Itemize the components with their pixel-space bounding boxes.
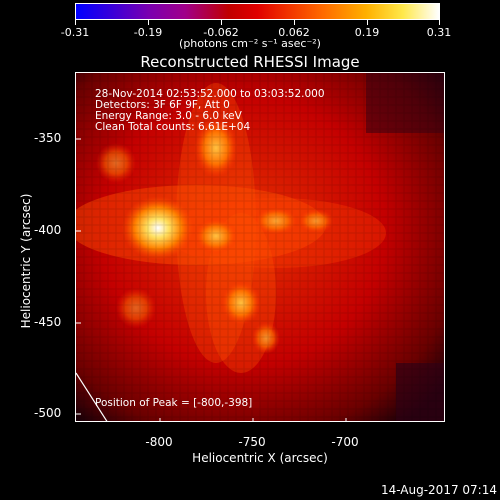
colorbar-tick-label: 0.19	[354, 26, 380, 39]
colorbar-tick-label: 0.31	[426, 26, 452, 39]
colorbar-tick	[294, 20, 295, 25]
colorbar-tick	[367, 20, 368, 25]
solar-image-plot: 28-Nov-2014 02:53:52.000 to 03:03:52.000…	[75, 72, 445, 422]
colorbar-tick-label: -0.062	[203, 26, 239, 39]
colorbar	[75, 3, 440, 20]
energy-range-text: Energy Range: 3.0 - 6.0 keV	[95, 110, 242, 122]
image-title: Reconstructed RHESSI Image	[140, 53, 360, 71]
colorbar-tick	[221, 20, 222, 25]
time-range-text: 28-Nov-2014 02:53:52.000 to 03:03:52.000	[95, 88, 325, 100]
y-tick-label: -500	[34, 406, 62, 420]
colorbar-tick	[148, 20, 149, 25]
y-tick-label: -400	[34, 223, 62, 237]
colorbar-tick-label: -0.31	[60, 26, 90, 39]
peak-position-text: Position of Peak = [-800,-398]	[95, 397, 253, 409]
y-tick-label: -450	[34, 315, 62, 329]
x-tick-label: -800	[145, 435, 173, 449]
x-tick-label: -700	[331, 435, 359, 449]
x-tick-label: -750	[238, 435, 266, 449]
colorbar-tick	[439, 20, 440, 25]
timestamp: 14-Aug-2017 07:14	[380, 483, 497, 497]
limb-line	[76, 372, 108, 421]
y-tick-label: -350	[34, 131, 62, 145]
colorbar-tick-label: 0.062	[278, 26, 310, 39]
colorbar-tick-label: -0.19	[133, 26, 163, 39]
colorbar-units: (photons cm⁻² s⁻¹ asec⁻²)	[179, 37, 321, 50]
clean-counts-text: Clean Total counts: 6.61E+04	[95, 121, 251, 133]
colorbar-tick	[75, 20, 76, 25]
x-axis-title: Heliocentric X (arcsec)	[192, 451, 328, 465]
y-axis-title: Heliocentric Y (arcsec)	[19, 193, 33, 329]
solar-image	[76, 73, 444, 421]
detectors-text: Detectors: 3F 6F 9F, Att 0	[95, 99, 230, 111]
